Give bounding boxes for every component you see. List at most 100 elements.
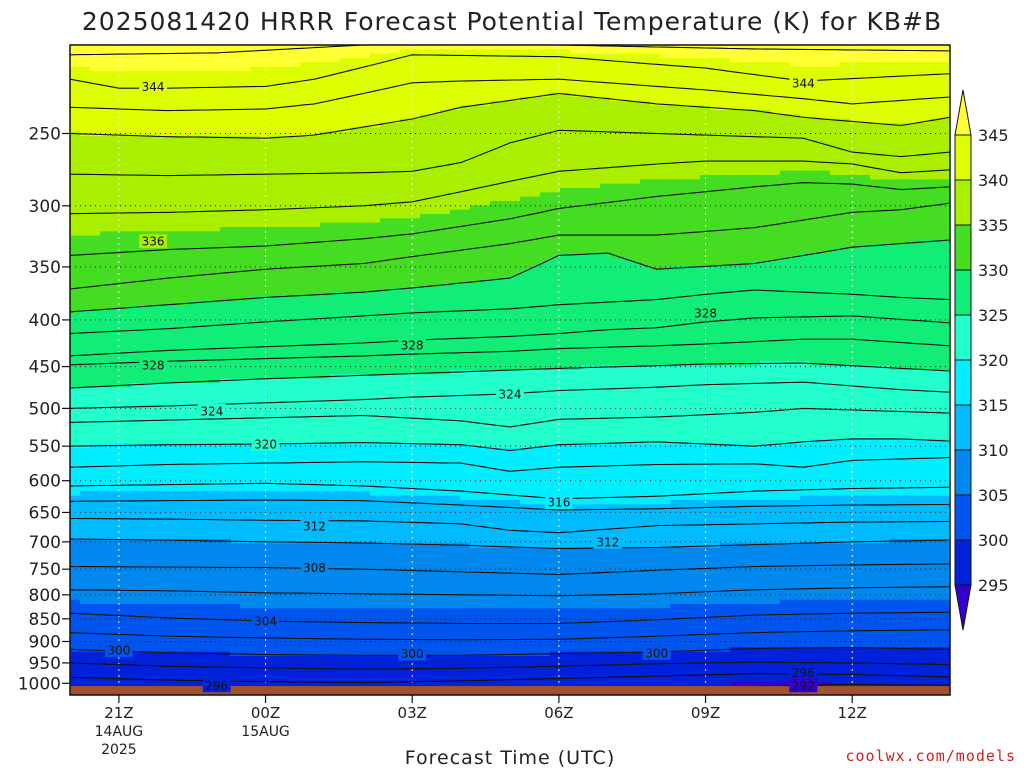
theta-fill-cell <box>350 58 361 63</box>
theta-fill-cell <box>80 482 91 488</box>
theta-fill-cell <box>390 517 401 523</box>
theta-fill-cell <box>100 261 111 267</box>
theta-fill-cell <box>150 517 161 523</box>
theta-fill-cell <box>170 62 181 68</box>
theta-fill-cell <box>130 591 141 596</box>
theta-fill-cell <box>380 404 391 410</box>
theta-fill-cell <box>190 578 201 583</box>
theta-fill-cell <box>260 326 271 332</box>
theta-fill-cell <box>300 374 311 380</box>
theta-fill-cell <box>90 261 101 267</box>
theta-fill-cell <box>390 322 401 328</box>
theta-fill-cell <box>240 105 251 111</box>
theta-fill-cell <box>190 378 201 384</box>
theta-fill-cell <box>80 344 91 349</box>
theta-fill-cell <box>230 647 241 653</box>
theta-fill-cell <box>110 318 121 323</box>
theta-fill-cell <box>210 387 221 393</box>
theta-fill-cell <box>320 469 331 475</box>
theta-fill-cell <box>180 361 191 367</box>
theta-fill-cell <box>110 248 121 254</box>
theta-fill-cell <box>270 547 281 553</box>
theta-fill-cell <box>270 153 281 159</box>
theta-fill-cell <box>290 170 301 176</box>
theta-fill-cell <box>120 231 131 237</box>
theta-fill-cell <box>400 227 411 232</box>
theta-fill-cell <box>170 157 181 163</box>
theta-fill-cell <box>160 170 171 176</box>
theta-fill-cell <box>200 339 211 345</box>
theta-fill-cell <box>240 149 251 154</box>
theta-fill-cell <box>340 430 351 436</box>
theta-fill-cell <box>400 170 411 176</box>
theta-fill-cell <box>120 326 131 332</box>
theta-fill-cell <box>290 157 301 163</box>
theta-fill-cell <box>340 179 351 185</box>
theta-fill-cell <box>180 101 191 107</box>
theta-fill-cell <box>280 608 291 614</box>
theta-fill-cell <box>230 500 241 505</box>
theta-fill-cell <box>300 62 311 68</box>
theta-fill-cell <box>120 617 131 622</box>
theta-fill-cell <box>110 391 121 397</box>
theta-fill-cell <box>190 309 201 315</box>
theta-fill-cell <box>130 582 141 588</box>
theta-fill-cell <box>170 521 181 527</box>
theta-fill-cell <box>200 452 211 458</box>
theta-fill-cell <box>100 556 111 562</box>
theta-fill-cell <box>80 97 91 102</box>
theta-fill-cell <box>350 404 361 410</box>
theta-fill-cell <box>340 530 351 536</box>
theta-fill-cell <box>360 261 371 267</box>
theta-fill-cell <box>70 569 81 575</box>
theta-fill-cell <box>380 573 391 579</box>
theta-fill-cell <box>200 118 211 124</box>
theta-fill-cell <box>290 227 301 232</box>
theta-fill-cell <box>290 634 301 640</box>
theta-fill-cell <box>270 422 281 427</box>
theta-fill-cell <box>320 305 331 310</box>
theta-fill-cell <box>180 166 191 172</box>
theta-fill-cell <box>380 322 391 328</box>
theta-fill-cell <box>150 162 161 167</box>
theta-fill-cell <box>170 92 181 98</box>
theta-fill-cell <box>180 591 191 596</box>
theta-fill-cell <box>110 578 121 583</box>
theta-fill-cell <box>120 608 131 614</box>
theta-fill-cell <box>190 647 201 653</box>
theta-fill-cell <box>240 487 251 492</box>
theta-fill-cell <box>230 612 241 618</box>
theta-fill-cell <box>320 231 331 237</box>
theta-fill-cell <box>360 101 371 107</box>
theta-fill-cell <box>400 114 411 120</box>
theta-fill-cell <box>90 97 101 102</box>
theta-fill-cell <box>210 266 221 271</box>
theta-fill-cell <box>160 621 171 627</box>
theta-fill-cell <box>220 513 231 518</box>
theta-fill-cell <box>280 582 291 588</box>
theta-fill-cell <box>160 374 171 380</box>
theta-fill-cell <box>380 222 391 228</box>
theta-fill-cell <box>370 183 381 189</box>
theta-fill-cell <box>110 430 121 436</box>
theta-fill-cell <box>250 396 261 401</box>
theta-fill-cell <box>260 404 271 410</box>
theta-fill-cell <box>80 409 91 414</box>
theta-fill-cell <box>400 62 411 68</box>
theta-fill-cell <box>270 608 281 614</box>
theta-fill-cell <box>150 257 161 263</box>
theta-fill-cell <box>310 504 321 510</box>
theta-fill-cell <box>170 283 181 289</box>
theta-fill-cell <box>360 266 371 271</box>
theta-fill-cell <box>320 487 331 492</box>
theta-fill-cell <box>200 257 211 263</box>
theta-fill-cell <box>150 127 161 133</box>
theta-fill-cell <box>370 530 381 536</box>
theta-fill-cell <box>370 495 381 501</box>
theta-fill-cell <box>140 183 151 189</box>
theta-fill-cell <box>310 634 321 640</box>
theta-fill-cell <box>100 97 111 102</box>
theta-fill-cell <box>300 214 311 219</box>
theta-fill-cell <box>260 118 271 124</box>
theta-fill-cell <box>230 75 241 81</box>
